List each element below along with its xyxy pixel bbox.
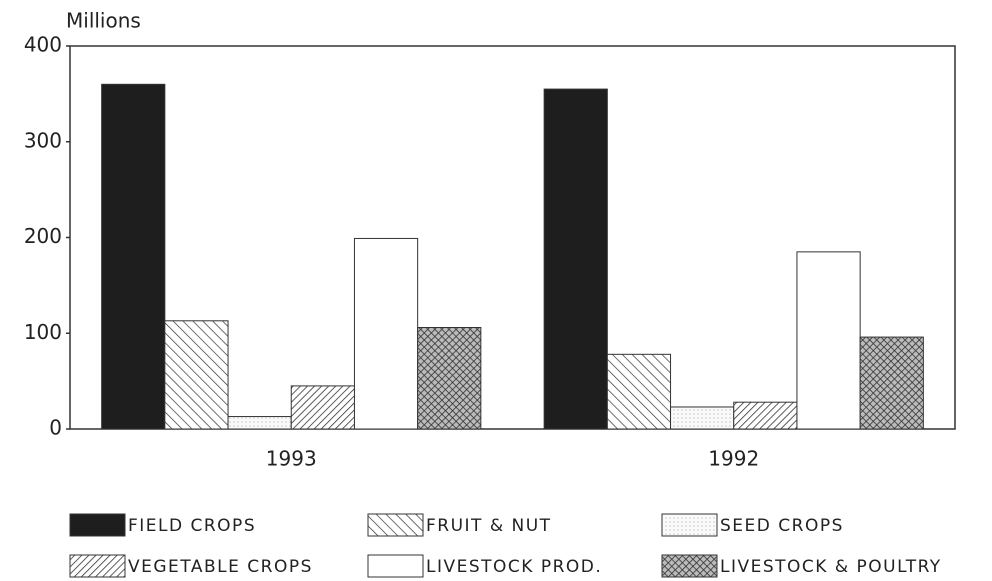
legend-label: LIVESTOCK PROD. bbox=[426, 557, 602, 577]
legend-label: FIELD CROPS bbox=[128, 516, 256, 536]
legend-swatch bbox=[661, 554, 718, 578]
y-tick-label: 0 bbox=[49, 416, 62, 440]
bar bbox=[543, 88, 608, 430]
bar bbox=[227, 416, 292, 430]
legend-swatch bbox=[69, 554, 126, 578]
legend-label: VEGETABLE CROPS bbox=[128, 557, 313, 577]
y-tick-label: 400 bbox=[24, 33, 62, 57]
legend-swatch bbox=[69, 513, 126, 537]
y-axis-title: Millions bbox=[66, 9, 141, 33]
bar bbox=[670, 406, 735, 430]
legend-swatch bbox=[661, 513, 718, 537]
bar bbox=[353, 237, 419, 430]
y-tick-label: 300 bbox=[24, 128, 62, 152]
x-tick-label: 1992 bbox=[708, 447, 759, 471]
bar bbox=[164, 320, 229, 430]
bar bbox=[606, 353, 672, 430]
bar bbox=[733, 401, 798, 430]
legend-label: SEED CROPS bbox=[720, 516, 844, 536]
bar bbox=[417, 327, 482, 430]
bar bbox=[290, 385, 355, 430]
legend-swatch bbox=[367, 554, 424, 578]
bar bbox=[859, 336, 924, 430]
legend-label: FRUIT & NUT bbox=[426, 516, 552, 536]
x-tick-label: 1993 bbox=[266, 447, 317, 471]
legend-label: LIVESTOCK & POULTRY bbox=[720, 557, 942, 577]
bar bbox=[101, 83, 166, 430]
legend-swatch bbox=[367, 513, 424, 537]
y-tick-label: 200 bbox=[24, 224, 62, 248]
bar bbox=[796, 251, 861, 430]
y-tick-label: 100 bbox=[24, 320, 62, 344]
